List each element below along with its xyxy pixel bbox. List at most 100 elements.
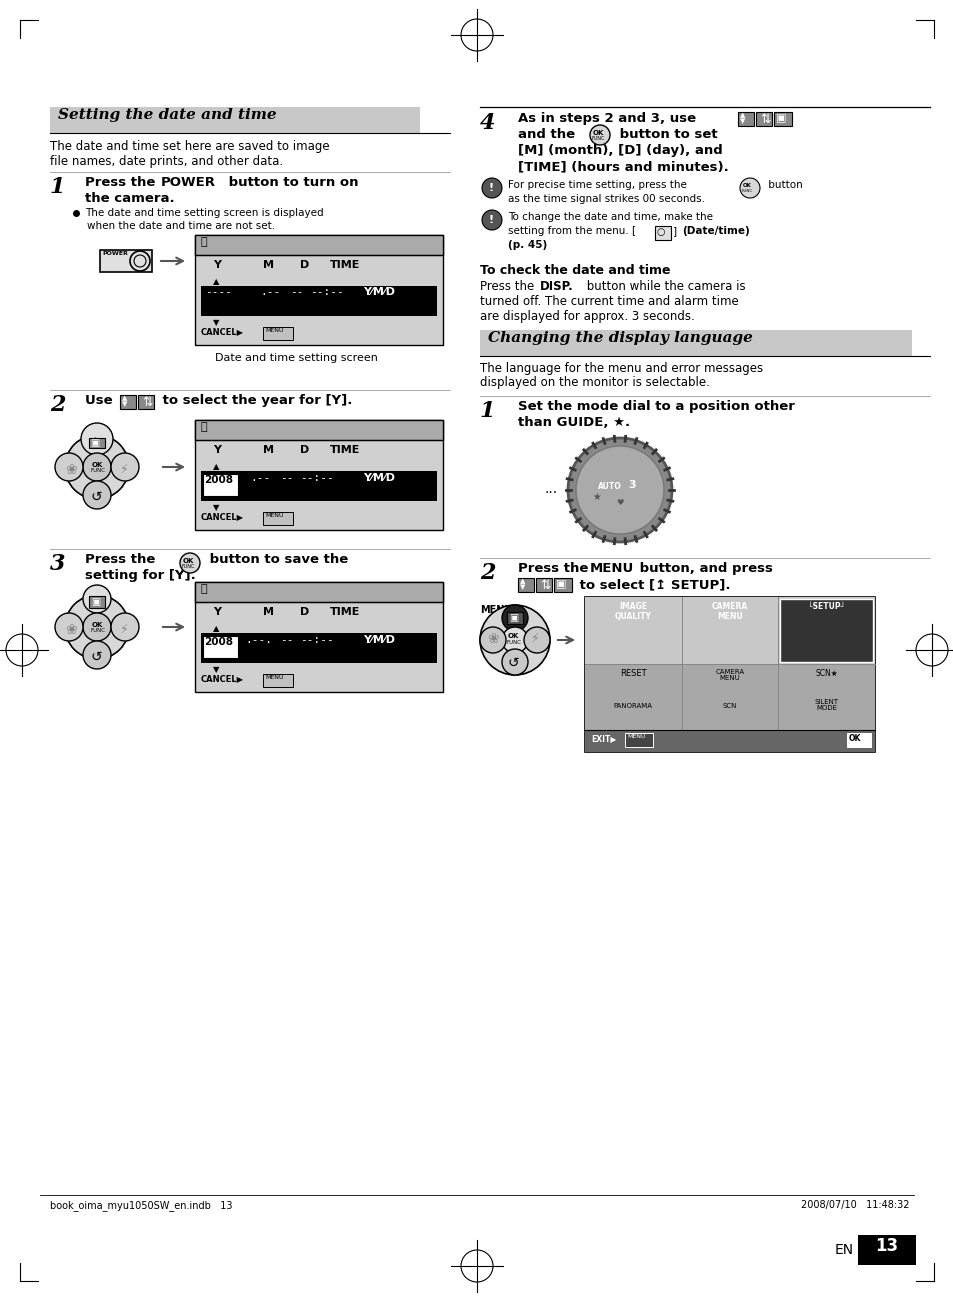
Text: ❀: ❀ [486, 632, 498, 647]
Text: Use: Use [85, 394, 117, 407]
Text: [TIME] (hours and minutes).: [TIME] (hours and minutes). [517, 160, 728, 173]
Text: ⚡: ⚡ [531, 632, 539, 645]
Text: Press the: Press the [479, 280, 537, 293]
Text: Date and time setting screen: Date and time setting screen [214, 353, 377, 363]
Bar [138, 396, 153, 409]
Text: are displayed for approx. 3 seconds.: are displayed for approx. 3 seconds. [479, 310, 694, 323]
Text: ▲: ▲ [122, 396, 128, 401]
Text: ○: ○ [657, 226, 665, 237]
Text: MENU: MENU [626, 734, 645, 739]
Text: ▣: ▣ [556, 579, 566, 589]
Text: FUNC: FUNC [741, 189, 753, 193]
Text: Y⁄M⁄D: Y⁄M⁄D [363, 474, 395, 483]
Text: ▲: ▲ [213, 462, 219, 471]
Text: Y: Y [213, 260, 221, 271]
Circle shape [83, 481, 111, 509]
Text: FUNC: FUNC [91, 468, 106, 474]
Text: MENU: MENU [265, 328, 283, 333]
Text: The date and time set here are saved to image: The date and time set here are saved to … [50, 141, 330, 154]
Text: ⌚: ⌚ [201, 237, 208, 247]
Text: PANORAMA: PANORAMA [613, 704, 652, 709]
Bar [584, 730, 874, 752]
Text: and the: and the [517, 127, 579, 141]
Text: ❀: ❀ [65, 463, 76, 477]
Text: ⚡: ⚡ [120, 463, 129, 476]
Text: To change the date and time, make the: To change the date and time, make the [507, 212, 712, 222]
Text: .--.: .--. [245, 635, 272, 645]
Bar [201, 634, 436, 664]
Text: to select the year for [Y].: to select the year for [Y]. [158, 394, 352, 407]
Bar [584, 664, 874, 730]
Circle shape [501, 627, 527, 653]
Text: ↺: ↺ [91, 490, 103, 503]
Circle shape [481, 209, 501, 230]
Text: CANCEL▶: CANCEL▶ [201, 513, 244, 520]
Text: button: button [764, 180, 801, 190]
Bar [846, 732, 870, 747]
Text: ▣: ▣ [91, 597, 100, 608]
Text: .--: .-- [260, 288, 280, 297]
Circle shape [180, 553, 200, 572]
Bar [201, 286, 436, 316]
Text: TIME: TIME [330, 608, 360, 617]
Text: 13: 13 [875, 1237, 898, 1255]
Text: OK: OK [742, 183, 751, 189]
Text: displayed on the monitor is selectable.: displayed on the monitor is selectable. [479, 376, 709, 389]
Text: button to save the: button to save the [205, 553, 348, 566]
Text: button, and press: button, and press [635, 562, 772, 575]
Text: For precise time setting, press the: For precise time setting, press the [507, 180, 689, 190]
Text: 4: 4 [479, 112, 495, 134]
Circle shape [81, 423, 112, 455]
Text: 2: 2 [479, 562, 495, 584]
Circle shape [479, 605, 550, 675]
Bar [194, 420, 442, 530]
Text: FUNC: FUNC [592, 137, 605, 141]
Text: MENU: MENU [265, 513, 283, 518]
Text: MENU: MENU [265, 675, 283, 680]
Text: Y⁄M⁄D: Y⁄M⁄D [363, 288, 395, 297]
Text: MENU: MENU [589, 562, 634, 575]
Circle shape [55, 453, 83, 481]
Circle shape [111, 613, 139, 641]
Text: ▣: ▣ [90, 438, 99, 448]
Text: M: M [263, 608, 274, 617]
Text: ♥: ♥ [616, 498, 623, 507]
Text: ▼: ▼ [213, 665, 219, 674]
Text: 1: 1 [50, 176, 66, 198]
Text: setting for [Y].: setting for [Y]. [85, 569, 195, 582]
Text: ▣: ▣ [509, 613, 517, 623]
Text: The language for the menu and error messages: The language for the menu and error mess… [479, 362, 762, 375]
Text: when the date and time are not set.: when the date and time are not set. [87, 221, 274, 232]
Bar [194, 235, 442, 345]
Text: Press the: Press the [85, 553, 160, 566]
Text: ···: ··· [544, 487, 558, 500]
Bar [584, 597, 874, 664]
Text: 1: 1 [479, 399, 495, 422]
Text: button while the camera is: button while the camera is [582, 280, 745, 293]
Text: Setting the date and time: Setting the date and time [58, 108, 276, 122]
Text: ▲: ▲ [740, 112, 744, 118]
Bar [506, 611, 522, 624]
Circle shape [501, 605, 527, 631]
Text: 2008: 2008 [204, 637, 233, 647]
Circle shape [576, 446, 663, 533]
Bar [203, 474, 237, 496]
Text: ▼: ▼ [213, 503, 219, 513]
Text: --: -- [290, 288, 303, 297]
Text: ▲: ▲ [519, 578, 525, 584]
Text: EN: EN [834, 1242, 853, 1257]
Text: file names, date prints, and other data.: file names, date prints, and other data. [50, 155, 283, 168]
Bar [755, 112, 771, 126]
Text: ▲: ▲ [213, 277, 219, 286]
Text: FUNC: FUNC [91, 628, 106, 634]
Bar [479, 330, 911, 356]
Circle shape [523, 627, 550, 653]
Text: OK: OK [91, 462, 103, 468]
Circle shape [740, 178, 760, 198]
Text: Press the: Press the [85, 176, 160, 189]
Bar [655, 226, 670, 239]
Text: ⌚: ⌚ [201, 584, 208, 595]
Text: AUTO: AUTO [598, 481, 621, 490]
Text: POWER: POWER [161, 176, 215, 189]
Bar [517, 578, 534, 592]
